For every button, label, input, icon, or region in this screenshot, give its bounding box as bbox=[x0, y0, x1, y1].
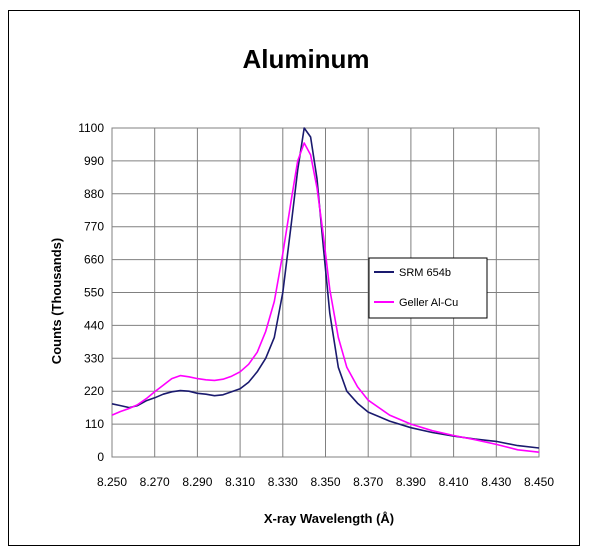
x-tick-label: 8.410 bbox=[439, 475, 469, 489]
legend-label-srm-654b: SRM 654b bbox=[399, 267, 451, 279]
y-tick-labels: 0 110 220 330 440 550 660 770 880 990 1100 bbox=[78, 121, 104, 464]
x-tick-label: 8.330 bbox=[268, 475, 298, 489]
x-tick-label: 8.290 bbox=[182, 475, 212, 489]
x-tick-label: 8.310 bbox=[225, 475, 255, 489]
y-tick-label: 1100 bbox=[78, 121, 104, 135]
x-tick-label: 8.270 bbox=[140, 475, 170, 489]
y-tick-label: 550 bbox=[84, 286, 104, 300]
x-tick-labels: 8.250 8.270 8.290 8.310 8.330 8.350 8.370 8.390… bbox=[97, 475, 554, 489]
y-tick-label: 220 bbox=[84, 384, 104, 398]
chart-frame: Aluminum 8.250 8.270 8.290 8.310 8.330 8.350 8… bbox=[8, 10, 580, 546]
series-line-srm-654b bbox=[111, 127, 540, 449]
y-tick-label: 440 bbox=[84, 318, 104, 332]
chart-svg: Aluminum 8.250 8.270 8.290 8.310 8.330 8.350 8… bbox=[49, 44, 554, 526]
legend-box bbox=[368, 257, 488, 319]
x-tick-label: 8.350 bbox=[310, 475, 340, 489]
y-axis-label: Counts (Thousands) bbox=[49, 238, 64, 364]
x-tick-label: 8.250 bbox=[97, 475, 127, 489]
y-tick-label: 330 bbox=[84, 351, 104, 365]
x-axis-label: X-ray Wavelength (Å) bbox=[264, 511, 394, 526]
x-tick-label: 8.450 bbox=[524, 475, 554, 489]
series-line-geller-al-cu bbox=[111, 142, 540, 453]
legend: SRM 654b Geller Al-Cu bbox=[368, 257, 488, 319]
y-tick-label: 990 bbox=[84, 154, 104, 168]
y-tick-label: 880 bbox=[84, 187, 104, 201]
y-tick-label: 770 bbox=[84, 220, 104, 234]
y-tick-label: 0 bbox=[97, 450, 104, 464]
x-tick-label: 8.430 bbox=[481, 475, 511, 489]
legend-label-geller-al-cu: Geller Al-Cu bbox=[399, 297, 458, 309]
y-tick-label: 660 bbox=[84, 253, 104, 267]
plot-area bbox=[111, 127, 540, 458]
chart-title: Aluminum bbox=[242, 44, 369, 74]
series-lines bbox=[111, 127, 540, 453]
y-tick-label: 110 bbox=[85, 417, 104, 431]
x-tick-label: 8.370 bbox=[353, 475, 383, 489]
x-tick-label: 8.390 bbox=[396, 475, 426, 489]
